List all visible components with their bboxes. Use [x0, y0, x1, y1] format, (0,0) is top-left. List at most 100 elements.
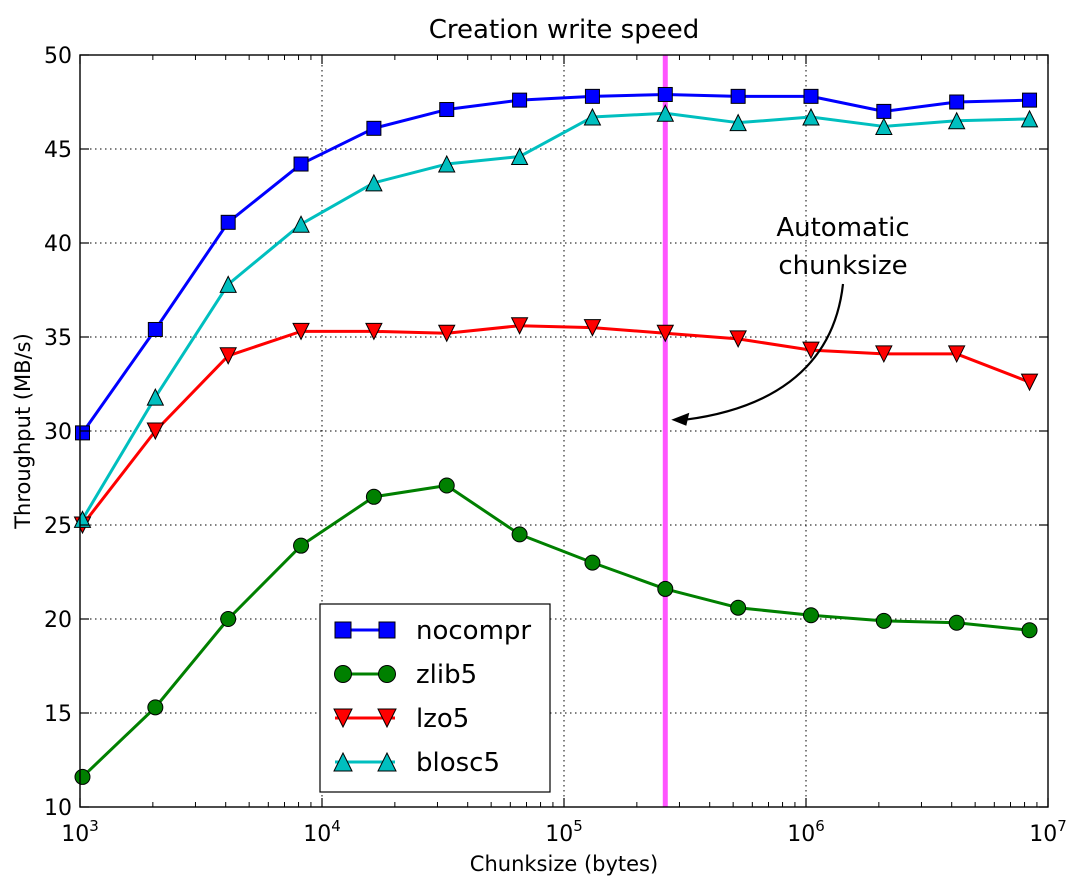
data-point-nocompr — [220, 214, 236, 230]
y-tick-label: 50 — [44, 44, 72, 69]
data-point-nocompr — [803, 88, 819, 104]
annotation: Automatic chunksize — [671, 213, 910, 426]
data-point-zlib5 — [584, 554, 601, 571]
data-point-zlib5 — [511, 526, 528, 543]
data-point-lzo5 — [437, 324, 456, 343]
data-point-blosc5 — [146, 388, 165, 406]
legend-item-zlib5: zlib5 — [334, 660, 477, 690]
legend-marker-nocompr — [378, 621, 396, 639]
data-point-blosc5 — [656, 104, 675, 122]
data-point-blosc5 — [219, 275, 238, 293]
data-point-zlib5 — [74, 768, 91, 785]
legend-item-nocompr: nocompr — [334, 616, 531, 646]
data-point-zlib5 — [220, 611, 237, 627]
data-point-lzo5 — [365, 322, 383, 341]
legend-marker-blosc5 — [333, 751, 353, 772]
annotation-line-1: Automatic — [776, 213, 909, 243]
data-point-zlib5 — [875, 612, 892, 629]
data-point-zlib5 — [730, 599, 747, 616]
legend-items: nocompr zlib5 lzo5 blosc5 — [333, 616, 531, 778]
data-point-nocompr — [730, 88, 746, 104]
legend-label-blosc5: blosc5 — [416, 748, 500, 778]
data-point-nocompr — [366, 120, 382, 136]
data-point-blosc5 — [875, 117, 893, 135]
data-point-zlib5 — [365, 488, 382, 505]
data-point-zlib5 — [147, 699, 164, 716]
y-tick-label: 25 — [44, 514, 72, 539]
data-point-blosc5 — [729, 113, 747, 132]
series-line-nocompr — [81, 92, 1030, 434]
data-point-nocompr — [147, 321, 163, 337]
data-point-nocompr — [293, 156, 309, 172]
y-tick-label: 15 — [44, 702, 72, 727]
y-tick-label: 40 — [44, 232, 72, 257]
data-point-blosc5 — [583, 107, 602, 126]
data-point-blosc5 — [802, 107, 820, 126]
data-point-lzo5 — [729, 330, 747, 348]
data-point-blosc5 — [365, 173, 383, 192]
data-point-blosc5 — [292, 215, 310, 233]
data-point-zlib5 — [293, 537, 310, 554]
data-point-lzo5 — [583, 319, 602, 337]
legend: nocompr zlib5 lzo5 blosc5 — [319, 603, 551, 793]
x-tick-label: 104 — [303, 817, 341, 847]
legend-marker-nocompr — [334, 621, 352, 639]
legend-marker-zlib5 — [334, 665, 352, 683]
annotation-line-2: chunksize — [778, 251, 907, 281]
x-tick-label: 105 — [545, 817, 583, 847]
data-point-nocompr — [439, 102, 455, 118]
data-point-lzo5 — [802, 341, 820, 360]
data-point-lzo5 — [656, 324, 675, 343]
x-tick-label: 106 — [787, 817, 825, 847]
y-axis-title: Throughput (MB/s) — [11, 333, 35, 530]
x-axis-title: Chunksize (bytes) — [470, 852, 658, 876]
y-tick-label: 20 — [44, 608, 72, 633]
data-point-zlib5 — [948, 614, 965, 631]
y-tick-label: 35 — [44, 326, 72, 351]
data-point-zlib5 — [1021, 622, 1038, 639]
legend-marker-zlib5 — [378, 665, 396, 683]
series-nocompr — [74, 86, 1038, 441]
series-layer — [73, 86, 1039, 785]
chart-title: Creation write speed — [429, 15, 699, 45]
data-point-blosc5 — [73, 510, 92, 528]
data-point-nocompr — [512, 92, 528, 108]
data-point-nocompr — [657, 86, 673, 102]
data-point-blosc5 — [947, 111, 966, 130]
legend-marker-lzo5 — [377, 708, 397, 729]
annotation-arrow — [685, 283, 845, 421]
data-point-nocompr — [584, 88, 600, 104]
legend-item-lzo5: lzo5 — [333, 704, 469, 734]
annotation-arrowhead — [671, 412, 690, 426]
legend-item-blosc5: blosc5 — [333, 748, 500, 778]
legend-label-zlib5: zlib5 — [416, 660, 477, 690]
data-point-zlib5 — [802, 607, 819, 624]
series-zlib5 — [74, 477, 1038, 785]
data-point-nocompr — [876, 103, 892, 119]
legend-marker-lzo5 — [333, 708, 353, 729]
y-tick-label: 45 — [44, 138, 72, 163]
data-point-lzo5 — [947, 345, 966, 364]
data-point-lzo5 — [875, 345, 893, 364]
data-point-lzo5 — [146, 422, 165, 441]
data-point-lzo5 — [292, 322, 310, 341]
series-lzo5 — [73, 317, 1039, 535]
y-tick-label: 10 — [44, 796, 72, 821]
data-point-lzo5 — [1020, 373, 1039, 392]
series-line-zlib5 — [81, 484, 1030, 779]
axis-ticks: 103 104 105 106 107 10 15 20 25 30 35 40 45 50 — [44, 44, 1067, 847]
data-point-blosc5 — [510, 147, 529, 166]
data-point-nocompr — [949, 94, 965, 110]
data-point-blosc5 — [1020, 109, 1039, 128]
legend-label-nocompr: nocompr — [416, 616, 531, 646]
grid-lines — [80, 55, 1048, 807]
x-tick-label: 103 — [61, 817, 99, 847]
legend-label-lzo5: lzo5 — [416, 704, 469, 734]
series-blosc5 — [73, 104, 1039, 528]
data-point-nocompr — [74, 425, 90, 441]
x-tick-label: 107 — [1029, 817, 1067, 847]
y-tick-label: 30 — [44, 420, 72, 445]
data-point-blosc5 — [437, 154, 456, 173]
